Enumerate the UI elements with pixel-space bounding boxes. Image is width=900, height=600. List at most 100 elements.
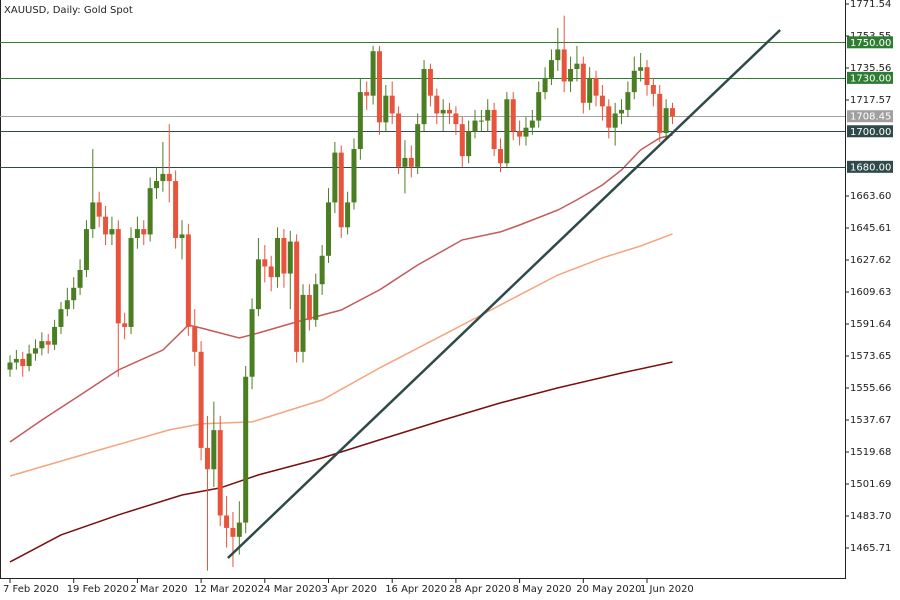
level-label: 1730.00 (850, 73, 891, 84)
candle-body (555, 49, 561, 61)
candle-body (326, 202, 331, 256)
candle-body (211, 430, 217, 470)
y-tick-label: 1627.62 (850, 255, 891, 266)
candle-body (77, 270, 83, 288)
candle-body (434, 95, 440, 114)
moving-average (9, 361, 673, 563)
candle-body (619, 109, 625, 114)
candle-body (287, 241, 293, 274)
candle-body (13, 358, 19, 363)
x-tick-label: 2 Mar 2020 (130, 584, 187, 595)
candle-body (236, 522, 242, 537)
candle-body (536, 92, 542, 121)
candle-body (166, 173, 172, 182)
candle-body (268, 266, 274, 278)
candle-body (103, 216, 109, 235)
candle-body (332, 152, 338, 203)
level-label-box (847, 125, 893, 138)
candle-body (281, 237, 287, 274)
candle-body (141, 229, 147, 235)
y-tick-label: 1609.63 (850, 287, 891, 298)
candle-body (262, 259, 268, 267)
candle-body (90, 202, 96, 230)
candle-body (230, 527, 236, 537)
candle-body (408, 157, 414, 167)
x-tick-label: 16 Apr 2020 (385, 584, 447, 595)
candle-body (185, 234, 191, 327)
level-label: 1750.00 (850, 38, 891, 49)
x-tick-label: 1 Jun 2020 (640, 584, 694, 595)
level-label-box (847, 71, 893, 84)
candle-body (580, 63, 586, 103)
candle-body (20, 358, 26, 367)
y-tick-label: 1735.56 (850, 63, 891, 74)
candle-body (351, 149, 357, 203)
y-tick-label: 1519.68 (850, 447, 891, 458)
candle-body (147, 188, 153, 235)
candle-body (587, 77, 593, 103)
candle-body (599, 95, 605, 107)
candle-body (58, 309, 64, 327)
candle-body (638, 67, 644, 71)
candle-body (447, 109, 453, 114)
candle-body (370, 51, 376, 96)
x-tick-label: 24 Mar 2020 (258, 584, 321, 595)
candle-body (128, 237, 134, 327)
candle-body (440, 109, 446, 114)
candle-body (389, 95, 395, 114)
candle-body (657, 93, 663, 134)
candle-body (376, 51, 382, 123)
candle-body (523, 127, 529, 137)
y-tick-label: 1717.57 (850, 95, 891, 106)
y-tick-label: 1663.60 (850, 191, 891, 202)
candle-body (504, 99, 510, 164)
candle-body (561, 49, 567, 82)
candle-body (396, 113, 402, 167)
y-tick-label: 1465.71 (850, 543, 891, 554)
candle-body (472, 120, 478, 132)
y-tick-label: 1591.64 (850, 319, 891, 330)
candle-body (631, 70, 637, 93)
level-label: 1700.00 (850, 127, 891, 138)
candle-body (249, 309, 255, 377)
candle-body (173, 181, 179, 238)
candle-body (26, 353, 32, 367)
candle-body (255, 259, 261, 310)
candle-body (542, 77, 548, 93)
candle-body (491, 109, 497, 150)
level-label-box (847, 160, 893, 173)
candle-body (83, 229, 89, 271)
level-label-box (847, 36, 893, 49)
x-tick-label: 28 Apr 2020 (449, 584, 511, 595)
candle-body (313, 284, 319, 320)
candle-body (663, 108, 669, 134)
x-tick-label: 20 May 2020 (576, 584, 641, 595)
candle-body (338, 152, 344, 228)
y-tick-label: 1555.66 (850, 383, 891, 394)
candle-body (427, 68, 433, 96)
x-tick-label: 3 Apr 2020 (322, 584, 377, 595)
moving-average (9, 233, 673, 477)
candle-body (52, 326, 58, 345)
x-tick-label: 12 Mar 2020 (194, 584, 257, 595)
candle-body (650, 85, 656, 94)
candle-body (402, 157, 408, 167)
candle-body (478, 120, 484, 122)
candle-body (612, 113, 618, 128)
candle-body (459, 124, 465, 157)
candle-body (217, 430, 223, 516)
y-tick-label: 1771.54 (850, 0, 891, 10)
candle-body (517, 131, 523, 137)
candle-body (510, 99, 516, 132)
candle-body (115, 229, 121, 324)
y-tick-label: 1501.69 (850, 479, 891, 490)
last-price-label: 1708.45 (850, 112, 891, 123)
candle-body (39, 341, 45, 349)
candle-body (294, 241, 300, 352)
y-tick-label: 1573.65 (850, 351, 891, 362)
candle-body (224, 515, 230, 528)
candle-body (421, 68, 427, 125)
candle-body (606, 106, 612, 128)
x-tick-label: 8 May 2020 (513, 584, 572, 595)
